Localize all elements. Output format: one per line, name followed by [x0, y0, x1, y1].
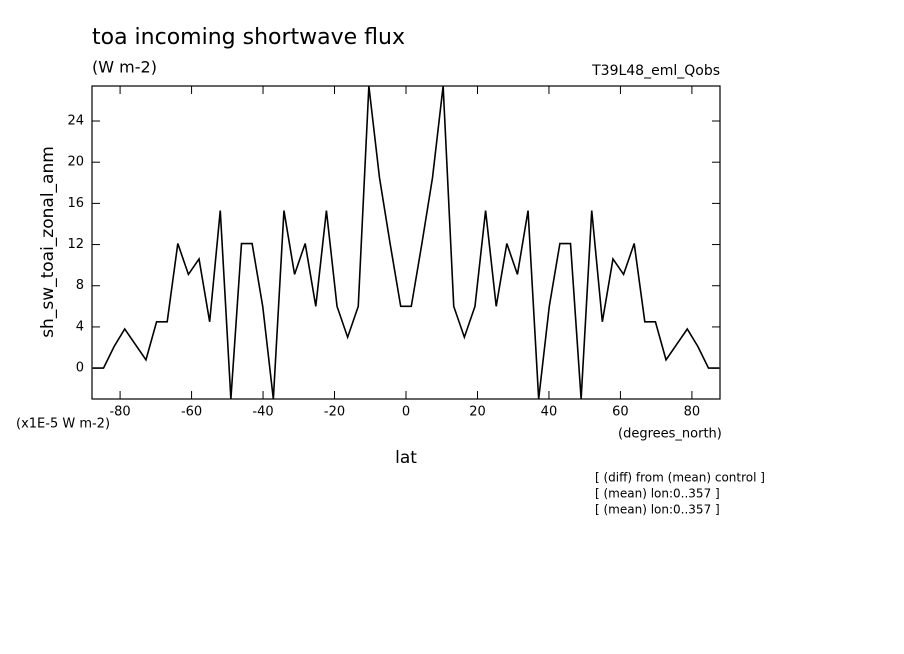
x-tick-label: 20: [469, 405, 486, 420]
x-tick-label: 0: [402, 405, 410, 420]
chart-subtitle: (W m-2): [92, 58, 157, 77]
y-tick-label: 8: [76, 278, 84, 293]
x-tick-label: 60: [612, 405, 629, 420]
y-axis-title: sh_sw_toai_zonal_anm: [38, 146, 58, 338]
x-tick-label: -60: [181, 405, 202, 420]
y-tick-label: 24: [67, 114, 84, 129]
y-axis-units: (x1E-5 W m-2): [16, 417, 110, 432]
x-tick-label: -40: [252, 405, 273, 420]
x-tick-label: -80: [109, 405, 130, 420]
x-axis-title: lat: [395, 448, 417, 468]
note: [ (diff) from (mean) control ]: [595, 471, 765, 485]
y-tick-label: 0: [76, 361, 84, 376]
note: [ (mean) lon:0..357 ]: [595, 487, 720, 501]
data-line: [92, 86, 720, 399]
note: [ (mean) lon:0..357 ]: [595, 503, 720, 517]
y-tick-label: 16: [67, 196, 84, 211]
chart-title: toa incoming shortwave flux: [92, 25, 405, 50]
x-axis-units: (degrees_north): [618, 427, 722, 442]
x-tick-label: 80: [684, 405, 701, 420]
x-tick-label: 40: [541, 405, 558, 420]
x-tick-label: -20: [324, 405, 345, 420]
plot-frame: [91, 85, 721, 400]
y-tick-label: 12: [67, 237, 84, 252]
y-tick-label: 4: [76, 319, 84, 334]
y-tick-label: 20: [67, 155, 84, 170]
dataset-label: T39L48_eml_Qobs: [591, 63, 720, 79]
